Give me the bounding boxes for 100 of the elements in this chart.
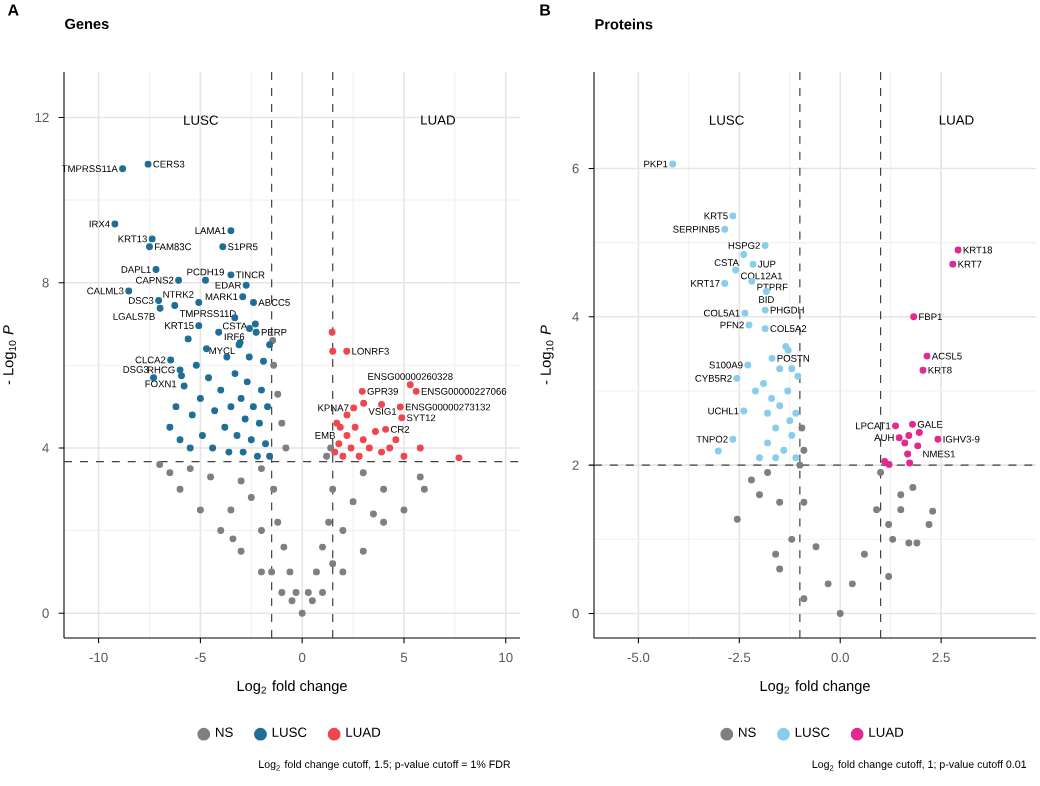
point	[355, 452, 363, 460]
point	[378, 448, 386, 456]
point	[319, 589, 326, 597]
point	[897, 506, 905, 514]
point	[788, 432, 796, 439]
point	[286, 568, 294, 576]
point	[885, 460, 893, 468]
point	[328, 328, 336, 336]
point	[349, 498, 357, 506]
point	[798, 424, 806, 432]
point	[776, 498, 784, 506]
point	[760, 380, 767, 388]
point	[800, 446, 808, 454]
point	[343, 411, 351, 419]
point	[269, 337, 277, 344]
point	[339, 568, 347, 576]
point	[925, 521, 933, 528]
point	[270, 485, 278, 493]
point	[747, 476, 755, 484]
point	[412, 387, 420, 395]
point	[761, 306, 769, 314]
point	[889, 535, 897, 543]
point	[308, 597, 316, 605]
point	[336, 423, 344, 431]
point	[786, 417, 794, 425]
point	[227, 506, 235, 514]
point	[329, 347, 337, 355]
point	[744, 361, 752, 369]
point	[796, 461, 804, 469]
point	[325, 518, 333, 526]
point	[901, 439, 909, 447]
point	[892, 422, 899, 430]
point	[365, 444, 373, 452]
point	[885, 521, 893, 528]
point	[784, 387, 792, 395]
point	[800, 498, 808, 506]
point	[339, 452, 347, 460]
point	[788, 365, 796, 373]
point	[416, 444, 424, 452]
point	[335, 440, 343, 448]
point	[455, 454, 463, 462]
point	[776, 365, 784, 373]
point	[669, 160, 677, 168]
point	[729, 212, 737, 220]
point	[873, 506, 881, 514]
point	[949, 260, 957, 268]
point	[343, 432, 351, 440]
point	[909, 420, 916, 428]
point	[756, 491, 763, 499]
point	[312, 568, 320, 576]
point	[733, 515, 741, 523]
point	[776, 402, 784, 410]
point	[768, 354, 776, 362]
point	[733, 374, 741, 382]
point	[207, 473, 215, 481]
point	[217, 527, 225, 535]
point	[329, 485, 337, 493]
point	[258, 465, 265, 473]
point	[923, 352, 931, 360]
point	[166, 469, 174, 477]
point	[764, 439, 772, 447]
point	[176, 485, 184, 493]
point	[400, 506, 408, 514]
point	[740, 251, 748, 258]
point	[906, 459, 914, 467]
point	[792, 454, 800, 462]
point	[400, 452, 408, 460]
point	[885, 572, 893, 580]
point	[914, 442, 922, 450]
point	[382, 425, 390, 433]
point	[741, 309, 749, 317]
point	[929, 507, 937, 515]
point	[359, 436, 367, 444]
point	[323, 452, 331, 460]
point	[339, 527, 347, 535]
point	[792, 409, 800, 417]
point	[895, 434, 903, 442]
point	[824, 580, 832, 588]
point	[351, 423, 359, 431]
point	[913, 539, 921, 547]
point	[812, 543, 820, 551]
point	[420, 485, 428, 493]
point	[764, 469, 772, 477]
point	[721, 279, 729, 287]
point	[319, 543, 326, 551]
point	[772, 454, 780, 462]
point	[347, 444, 355, 452]
point	[359, 469, 367, 477]
point	[278, 589, 286, 597]
point	[794, 372, 802, 380]
point	[897, 491, 905, 499]
point	[186, 465, 194, 473]
point	[229, 535, 237, 543]
point	[860, 550, 868, 558]
point	[732, 266, 740, 274]
point	[780, 446, 788, 454]
point	[752, 387, 759, 395]
point	[380, 485, 388, 493]
point	[288, 597, 296, 605]
point	[380, 518, 388, 526]
